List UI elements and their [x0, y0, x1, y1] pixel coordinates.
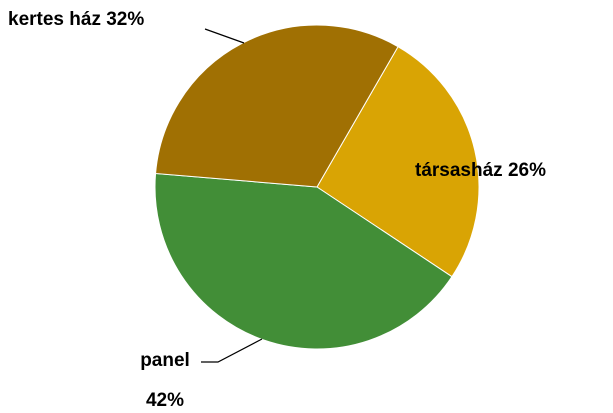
slice-label: kertes ház 32%: [8, 9, 144, 30]
slice-label: társasház 26%: [415, 160, 546, 181]
category-label: panel: [140, 350, 190, 371]
value-label: 42%: [146, 390, 184, 411]
value-label: 26%: [508, 160, 546, 181]
pie-slice: [154, 172, 453, 350]
pie-slice: [316, 46, 480, 278]
value-label: 32%: [106, 9, 144, 30]
pie: [154, 24, 480, 350]
category-label: társasház: [415, 160, 503, 181]
leader-line: [201, 338, 263, 363]
category-label: kertes ház: [8, 9, 101, 30]
leader-line: [204, 28, 245, 44]
pie-slice: [155, 24, 399, 188]
